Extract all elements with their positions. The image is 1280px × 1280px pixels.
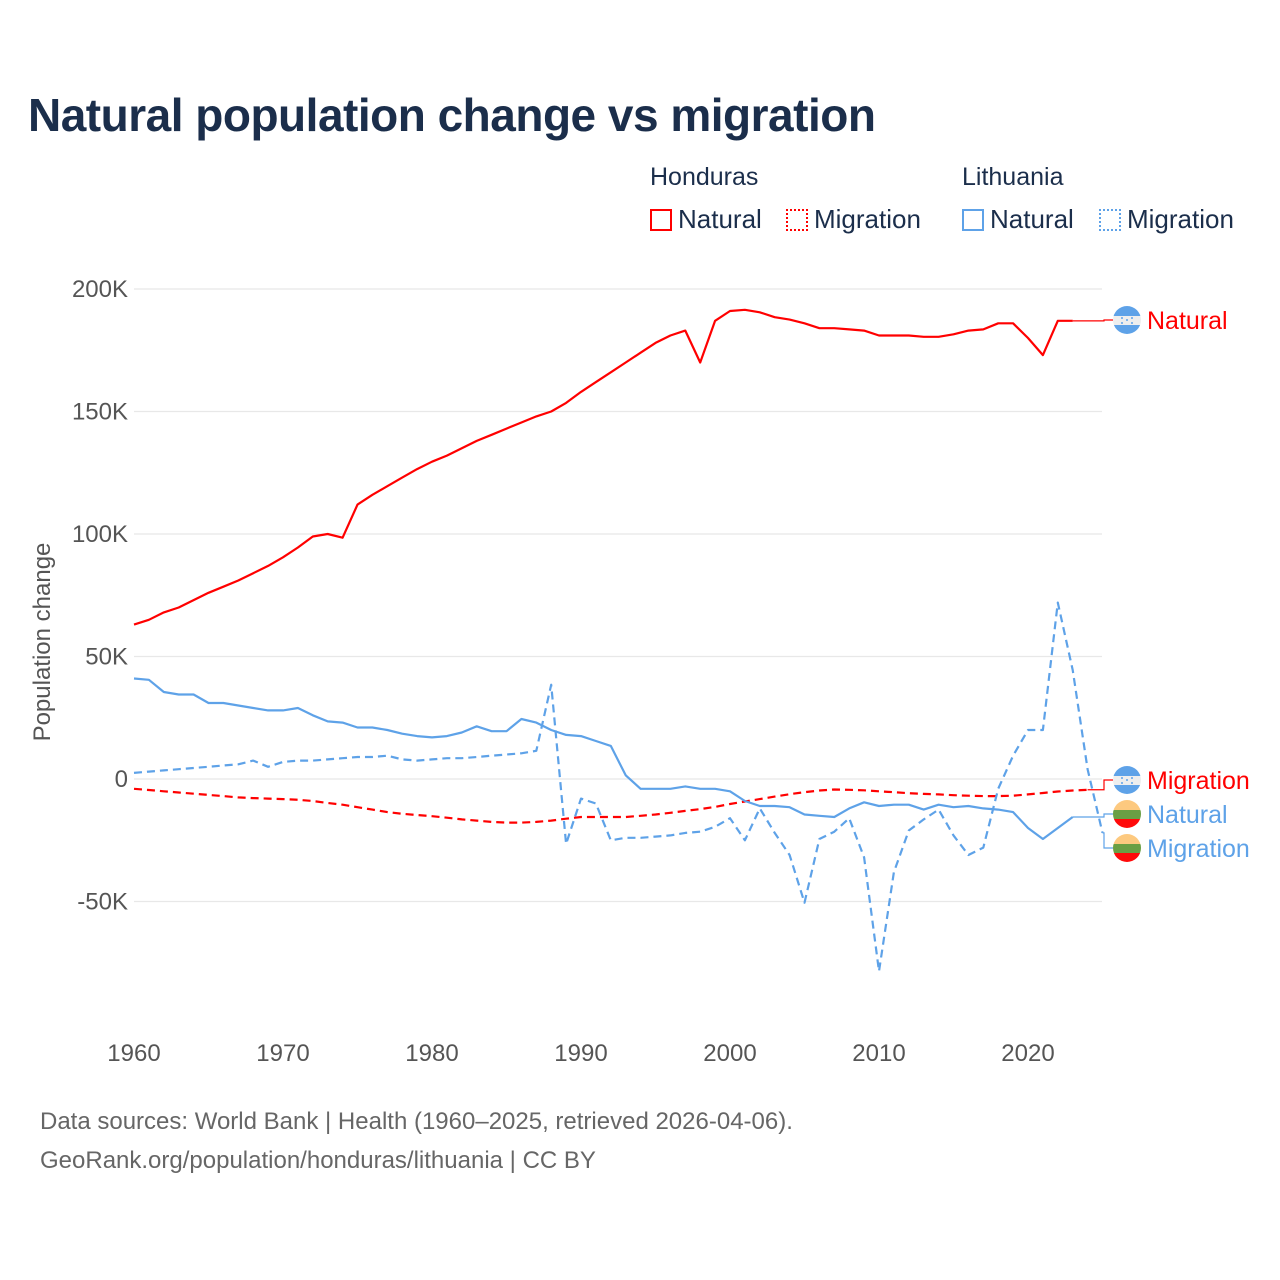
flag-stripe bbox=[1113, 306, 1141, 316]
y-tick-label: 150K bbox=[72, 399, 128, 426]
y-tick-label: 0 bbox=[115, 766, 128, 793]
flag-star bbox=[1131, 777, 1133, 779]
flag-stripe bbox=[1113, 766, 1141, 776]
label-connector bbox=[1087, 779, 1113, 791]
end-label: Migration bbox=[1147, 835, 1250, 863]
legend-swatch-solid bbox=[962, 208, 984, 231]
x-tick-label: 2020 bbox=[1001, 1040, 1054, 1067]
end-label: Migration bbox=[1147, 767, 1250, 795]
lithuania-flag-icon bbox=[1113, 834, 1141, 862]
footer-sources: Data sources: World Bank | Health (1960–… bbox=[40, 1108, 793, 1135]
legend-honduras-migration[interactable]: Migration bbox=[786, 204, 921, 235]
y-tick-label: 50K bbox=[85, 644, 128, 671]
flag-clip bbox=[1113, 834, 1141, 862]
flag-stripe bbox=[1113, 819, 1141, 828]
end-label: Natural bbox=[1147, 307, 1228, 335]
honduras-flag-icon bbox=[1113, 306, 1141, 334]
label-connector bbox=[1072, 319, 1113, 322]
flag-star bbox=[1126, 779, 1128, 781]
end-label: Natural bbox=[1147, 801, 1228, 829]
flag-stripe bbox=[1113, 853, 1141, 862]
flag-stripe bbox=[1113, 810, 1141, 819]
legend-swatch-dotted bbox=[1099, 208, 1121, 231]
flag-star bbox=[1126, 319, 1128, 321]
flag-star bbox=[1121, 782, 1123, 784]
flag-stripe bbox=[1113, 800, 1141, 810]
flag-star bbox=[1121, 777, 1123, 779]
flag-star bbox=[1121, 322, 1123, 324]
legend-label: Natural bbox=[990, 204, 1074, 234]
legend-group-honduras: Honduras bbox=[650, 163, 759, 191]
label-connector bbox=[1072, 813, 1113, 818]
legend-label: Natural bbox=[678, 204, 762, 234]
flag-stripe bbox=[1113, 325, 1141, 334]
x-tick-label: 2010 bbox=[852, 1040, 905, 1067]
flag-star bbox=[1131, 782, 1133, 784]
flag-star bbox=[1131, 317, 1133, 319]
flag-stripe bbox=[1113, 785, 1141, 794]
y-tick-label: -50K bbox=[77, 889, 128, 916]
y-tick-label: 200K bbox=[72, 276, 128, 303]
y-tick-label: 100K bbox=[72, 521, 128, 548]
label-connector bbox=[1102, 832, 1113, 849]
legend-label: Migration bbox=[814, 204, 921, 234]
flag-star bbox=[1121, 317, 1123, 319]
lithuania-flag-icon bbox=[1113, 800, 1141, 828]
legend-swatch-dotted bbox=[786, 208, 808, 231]
x-tick-label: 1960 bbox=[107, 1040, 160, 1067]
series-line-lithuania-migration bbox=[133, 601, 1104, 973]
legend-label: Migration bbox=[1127, 204, 1234, 234]
series-line-honduras-migration bbox=[133, 787, 1088, 824]
legend-honduras-natural[interactable]: Natural bbox=[650, 204, 762, 235]
flag-star bbox=[1131, 322, 1133, 324]
x-tick-label: 1990 bbox=[554, 1040, 607, 1067]
x-tick-label: 1980 bbox=[405, 1040, 458, 1067]
x-tick-label: 2000 bbox=[703, 1040, 756, 1067]
x-tick-label: 1970 bbox=[256, 1040, 309, 1067]
series-line-lithuania-natural bbox=[133, 677, 1074, 841]
flag-stripe bbox=[1113, 834, 1141, 844]
honduras-flag-icon bbox=[1113, 766, 1141, 794]
series-line-honduras-natural bbox=[133, 308, 1073, 626]
flag-clip bbox=[1113, 306, 1141, 334]
chart-title: Natural population change vs migration bbox=[28, 89, 876, 141]
flag-stripe bbox=[1113, 844, 1141, 853]
footer-link[interactable]: GeoRank.org/population/honduras/lithuani… bbox=[40, 1147, 596, 1174]
legend-lithuania-natural[interactable]: Natural bbox=[962, 204, 1074, 235]
legend-group-lithuania: Lithuania bbox=[962, 163, 1064, 191]
legend-swatch-solid bbox=[650, 208, 672, 231]
flag-clip bbox=[1113, 800, 1141, 828]
y-axis-label: Population change bbox=[29, 543, 56, 742]
legend-lithuania-migration[interactable]: Migration bbox=[1099, 204, 1234, 235]
flag-clip bbox=[1113, 766, 1141, 794]
